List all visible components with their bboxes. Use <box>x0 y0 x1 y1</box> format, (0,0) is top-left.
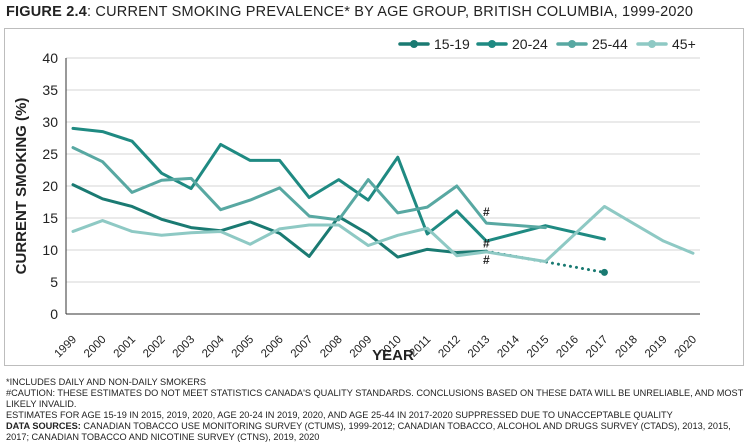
x-tick-label: 2005 <box>230 334 257 361</box>
data-point <box>600 268 608 276</box>
x-tick-label: 2004 <box>200 333 227 360</box>
data-sources-text: CANADIAN TOBACCO USE MONITORING SURVEY (… <box>6 421 731 442</box>
data-sources-label: DATA SOURCES: <box>6 421 81 431</box>
footnote-caution: #CAUTION: THESE ESTIMATES DO NOT MEET ST… <box>6 388 744 409</box>
x-tick-label: 2001 <box>112 334 139 361</box>
x-tick-label: 2018 <box>613 334 640 361</box>
figure-number: FIGURE 2.4 <box>6 4 87 20</box>
legend-marker-25-44 <box>568 40 576 48</box>
x-tick-label: 2008 <box>318 334 345 361</box>
caution-annotation: # <box>483 253 490 267</box>
x-tick-label: 2000 <box>82 334 109 361</box>
x-tick-label: 2009 <box>348 334 375 361</box>
series-line-20-24 <box>71 126 606 243</box>
y-tick-label: 30 <box>42 114 58 130</box>
x-tick-label: 2019 <box>643 334 670 361</box>
series-line-25-44 <box>71 146 547 230</box>
y-tick-label: 40 <box>42 50 58 66</box>
line-chart: 0 5 10 15 20 25 30 35 40 1999 2000 2001 2002 2003 2004… <box>13 36 700 364</box>
legend-label-15-19: 15-19 <box>434 36 470 52</box>
chart-title-text: : CURRENT SMOKING PREVALENCE* BY AGE GRO… <box>86 4 694 20</box>
x-tick-label: 2015 <box>525 334 552 361</box>
y-tick-label: 0 <box>50 306 58 322</box>
chart-title: FIGURE 2.4: CURRENT SMOKING PREVALENCE* … <box>6 4 693 20</box>
legend-label-45+: 45+ <box>672 36 696 52</box>
legend-label-20-24: 20-24 <box>512 36 548 52</box>
x-tick-label: 2017 <box>584 334 611 361</box>
y-tick-label: 10 <box>42 242 58 258</box>
y-tick-label: 15 <box>42 210 58 226</box>
x-tick-label: 2020 <box>673 334 700 361</box>
y-tick-label: 5 <box>50 274 58 290</box>
footnotes: *INCLUDES DAILY AND NON-DAILY SMOKERS #C… <box>6 377 746 443</box>
x-axis-title: YEAR <box>372 347 414 364</box>
x-tick-label: 2007 <box>289 334 316 361</box>
legend-marker-45+ <box>648 40 656 48</box>
chart-frame <box>4 28 744 366</box>
x-tick-label: 2016 <box>554 334 581 361</box>
caution-annotation: # <box>483 205 490 219</box>
y-tick-label: 35 <box>42 82 58 98</box>
y-tick-label: 20 <box>42 178 58 194</box>
x-tick-label: 2002 <box>141 334 168 361</box>
legend-marker-20-24 <box>488 40 496 48</box>
x-tick-label: 1999 <box>53 334 80 361</box>
x-tick-label: 2013 <box>466 334 493 361</box>
footnote-suppressed: ESTIMATES FOR AGE 15-19 IN 2015, 2019, 2… <box>6 410 673 420</box>
caution-annotation: # <box>483 236 490 250</box>
footnote-definition: *INCLUDES DAILY AND NON-DAILY SMOKERS <box>6 377 206 387</box>
x-tick-label: 2014 <box>495 333 522 360</box>
x-tick-label: 2012 <box>436 334 463 361</box>
x-tick-label: 2003 <box>171 334 198 361</box>
footnote-sources: DATA SOURCES: CANADIAN TOBACCO USE MONIT… <box>6 421 746 443</box>
x-tick-label: 2006 <box>259 334 286 361</box>
y-axis-title: CURRENT SMOKING (%) <box>13 98 30 275</box>
series-line-15-19 <box>71 183 488 259</box>
legend-label-25-44: 25-44 <box>592 36 628 52</box>
series-line-45+ <box>71 204 695 264</box>
legend-marker-15-19 <box>410 40 418 48</box>
y-tick-label: 25 <box>42 146 58 162</box>
